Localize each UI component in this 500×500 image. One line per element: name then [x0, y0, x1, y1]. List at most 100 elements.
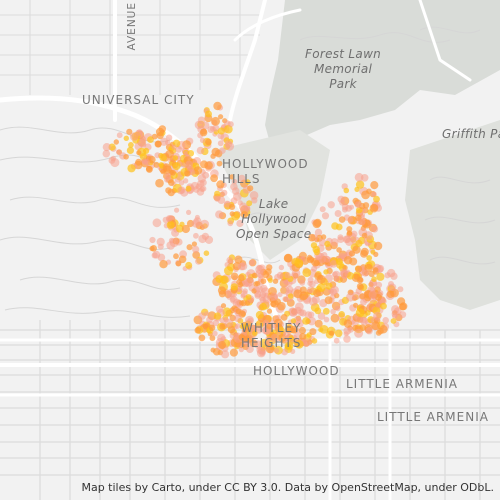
- density-dot: [211, 116, 221, 126]
- density-dot: [205, 110, 212, 118]
- label-little-armenia-2: LITTLE ARMENIA: [377, 410, 489, 424]
- density-dot: [282, 331, 290, 338]
- density-dot: [123, 154, 129, 160]
- density-dot: [184, 170, 191, 177]
- density-dot: [224, 266, 233, 276]
- density-dot: [338, 216, 346, 223]
- density-dot: [343, 319, 353, 328]
- density-dot: [189, 169, 196, 176]
- density-dot: [227, 121, 234, 128]
- density-dot: [298, 326, 306, 335]
- density-dot: [361, 190, 370, 200]
- density-dot: [330, 313, 340, 323]
- density-dot: [168, 179, 175, 186]
- density-dot: [314, 228, 323, 237]
- density-dot: [227, 220, 234, 227]
- density-dot: [238, 174, 246, 182]
- label-little-armenia: LITTLE ARMENIA: [346, 377, 458, 391]
- density-dot: [249, 191, 259, 200]
- density-dot: [361, 232, 368, 239]
- density-dot: [287, 293, 294, 299]
- density-dot: [127, 164, 136, 173]
- density-dot: [368, 270, 375, 278]
- density-dot: [265, 344, 275, 354]
- density-dot: [212, 330, 218, 337]
- density-dot: [234, 323, 241, 329]
- density-dot: [375, 302, 381, 308]
- density-dot: [221, 350, 230, 359]
- density-dot: [255, 269, 264, 278]
- density-dot: [219, 323, 226, 330]
- density-dot: [278, 264, 285, 271]
- density-dot: [302, 268, 312, 277]
- density-dot: [299, 333, 307, 341]
- lake-hollywood-area: [215, 130, 330, 260]
- density-dot: [280, 314, 288, 321]
- density-dot: [327, 201, 335, 209]
- density-dot: [237, 274, 245, 282]
- density-dot: [347, 216, 354, 223]
- density-dot: [174, 207, 180, 213]
- density-dot: [273, 347, 280, 354]
- density-dot: [191, 219, 201, 228]
- density-dot: [288, 335, 294, 341]
- density-dot: [206, 316, 213, 324]
- density-dot: [356, 283, 364, 290]
- density-dot: [299, 291, 309, 300]
- density-dot: [330, 308, 336, 315]
- density-dot: [307, 286, 315, 294]
- density-dot: [159, 153, 168, 162]
- map-attribution: Map tiles by Carto, under CC BY 3.0. Dat…: [81, 481, 494, 494]
- density-dot: [149, 236, 156, 244]
- density-dot: [376, 272, 385, 281]
- density-dot: [246, 200, 253, 207]
- density-dot: [245, 271, 251, 278]
- density-dot: [309, 328, 317, 336]
- density-dot: [185, 261, 193, 269]
- density-dot: [373, 312, 382, 321]
- density-dot: [355, 265, 363, 273]
- density-dot: [182, 178, 189, 184]
- density-dot: [169, 169, 176, 176]
- density-dot: [140, 141, 147, 148]
- density-dot: [130, 132, 139, 141]
- density-dot: [336, 247, 342, 253]
- density-dot: [316, 274, 326, 284]
- density-dot: [277, 292, 283, 298]
- density-dot: [313, 259, 320, 267]
- density-dot: [277, 301, 286, 311]
- density-dot: [348, 250, 356, 257]
- density-dot: [208, 324, 216, 331]
- density-dot: [201, 232, 209, 240]
- density-dot: [334, 329, 343, 338]
- density-dot: [181, 224, 190, 234]
- density-dot: [399, 311, 407, 319]
- density-dot: [165, 172, 172, 179]
- density-dot: [248, 259, 255, 266]
- density-dot: [218, 341, 227, 349]
- density-dot: [388, 283, 397, 292]
- griffith-park-area: [405, 120, 500, 310]
- density-dot: [175, 260, 182, 267]
- density-dot: [209, 335, 216, 342]
- density-dot: [116, 132, 123, 139]
- density-dot: [171, 144, 177, 150]
- density-dot: [197, 174, 206, 183]
- density-dot: [373, 241, 383, 251]
- density-dot: [366, 255, 373, 261]
- density-dot: [288, 307, 298, 317]
- street-grid: [0, 320, 500, 500]
- density-dot: [149, 245, 155, 252]
- density-dot: [382, 317, 390, 324]
- density-dot: [244, 206, 251, 212]
- density-dot: [212, 319, 220, 327]
- density-dot: [302, 317, 310, 325]
- density-dot: [317, 312, 326, 320]
- valley-street-grid: [0, 0, 260, 95]
- density-dot: [331, 222, 339, 230]
- density-dot: [143, 158, 151, 166]
- density-dot: [152, 218, 162, 228]
- density-dot: [269, 292, 279, 301]
- density-dot: [200, 219, 210, 229]
